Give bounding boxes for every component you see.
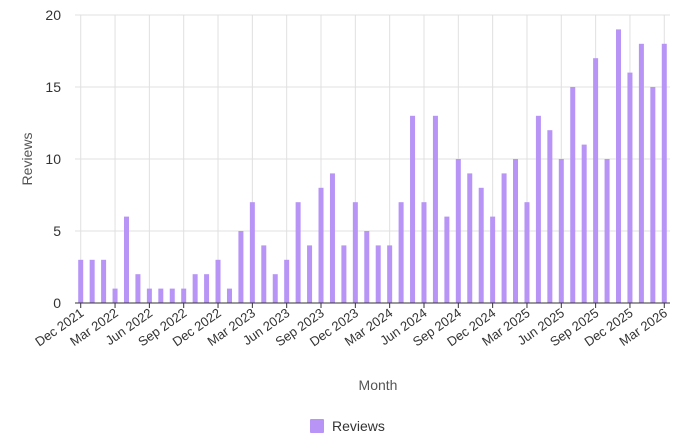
y-tick-label: 5	[53, 223, 61, 239]
bar	[661, 43, 667, 304]
bar	[410, 115, 416, 303]
y-axis-title: Reviews	[19, 133, 35, 186]
bar	[444, 216, 450, 303]
bar	[364, 231, 370, 303]
bar	[581, 144, 587, 303]
bar	[112, 288, 118, 303]
bar	[570, 87, 576, 303]
bar	[123, 216, 129, 303]
bar	[192, 274, 198, 303]
bar	[352, 202, 358, 303]
bar	[387, 245, 393, 303]
y-tick-label: 0	[53, 295, 61, 311]
bar	[181, 288, 187, 303]
bars	[78, 29, 667, 304]
bar	[547, 130, 553, 303]
bar	[284, 259, 290, 303]
bar	[249, 202, 255, 303]
bar	[501, 173, 507, 303]
bar	[535, 115, 541, 303]
bar	[158, 288, 164, 303]
bar	[169, 288, 175, 303]
y-tick-label: 10	[45, 151, 61, 167]
bar	[455, 159, 461, 303]
bar	[238, 231, 244, 303]
bar	[627, 72, 633, 303]
bar	[135, 274, 141, 303]
x-axis-title: Month	[359, 377, 398, 393]
bar	[146, 288, 152, 303]
bar	[101, 259, 107, 303]
bar	[432, 115, 438, 303]
bar	[78, 259, 84, 303]
y-tick-label: 20	[45, 7, 61, 23]
bar	[616, 29, 622, 304]
bar	[215, 259, 221, 303]
y-tick-labels: 0 5 10 15 20	[45, 7, 61, 311]
bar	[295, 202, 301, 303]
bar	[204, 274, 210, 303]
legend: Reviews	[310, 418, 385, 434]
bar	[226, 288, 232, 303]
bar	[318, 187, 324, 303]
bar	[490, 216, 496, 303]
bar	[375, 245, 381, 303]
bar	[467, 173, 473, 303]
bar	[307, 245, 313, 303]
legend-swatch	[310, 419, 324, 433]
bar	[638, 43, 644, 304]
bar	[398, 202, 404, 303]
bar	[513, 159, 519, 303]
grid-lines	[75, 14, 670, 303]
bar	[524, 202, 530, 303]
bar	[329, 173, 335, 303]
bar	[593, 58, 599, 304]
bar	[558, 159, 564, 303]
bar	[89, 259, 95, 303]
bar	[650, 87, 656, 303]
bar	[341, 245, 347, 303]
bar	[604, 159, 610, 303]
legend-label: Reviews	[332, 418, 385, 434]
bar	[272, 274, 278, 303]
bar	[261, 245, 267, 303]
bar	[478, 187, 484, 303]
y-tick-label: 15	[45, 79, 61, 95]
bar	[421, 202, 427, 303]
axes	[75, 302, 670, 308]
